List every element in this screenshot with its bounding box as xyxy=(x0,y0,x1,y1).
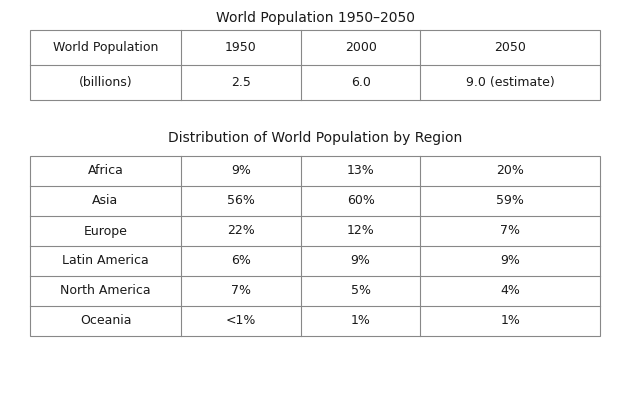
Text: 5%: 5% xyxy=(350,284,371,298)
Text: (billions): (billions) xyxy=(78,76,133,89)
Text: 1%: 1% xyxy=(350,314,371,328)
Text: 9%: 9% xyxy=(231,164,251,178)
Text: World Population: World Population xyxy=(53,41,158,54)
Text: 12%: 12% xyxy=(347,224,374,238)
Text: 6.0: 6.0 xyxy=(350,76,371,89)
Text: 6%: 6% xyxy=(231,254,251,268)
Text: 20%: 20% xyxy=(496,164,524,178)
Bar xyxy=(30,156,600,336)
Text: Distribution of World Population by Region: Distribution of World Population by Regi… xyxy=(168,131,462,145)
Text: <1%: <1% xyxy=(225,314,256,328)
Text: 2050: 2050 xyxy=(494,41,526,54)
Text: 7%: 7% xyxy=(231,284,251,298)
Text: World Population 1950–2050: World Population 1950–2050 xyxy=(215,11,414,25)
Text: Africa: Africa xyxy=(87,164,124,178)
Text: 56%: 56% xyxy=(227,194,255,208)
Text: 13%: 13% xyxy=(347,164,374,178)
Text: 9%: 9% xyxy=(501,254,520,268)
Text: Latin America: Latin America xyxy=(62,254,149,268)
Text: Europe: Europe xyxy=(84,224,127,238)
Text: 9%: 9% xyxy=(350,254,371,268)
Text: 1%: 1% xyxy=(501,314,520,328)
Text: 60%: 60% xyxy=(347,194,374,208)
Text: 2000: 2000 xyxy=(345,41,377,54)
Bar xyxy=(30,30,600,100)
Text: 1950: 1950 xyxy=(225,41,257,54)
Text: North America: North America xyxy=(60,284,151,298)
Text: 4%: 4% xyxy=(501,284,520,298)
Text: 2.5: 2.5 xyxy=(231,76,251,89)
Text: 59%: 59% xyxy=(496,194,524,208)
Text: Oceania: Oceania xyxy=(80,314,131,328)
Text: 9.0 (estimate): 9.0 (estimate) xyxy=(466,76,555,89)
Text: 7%: 7% xyxy=(501,224,520,238)
Text: 22%: 22% xyxy=(227,224,255,238)
Text: Asia: Asia xyxy=(92,194,119,208)
